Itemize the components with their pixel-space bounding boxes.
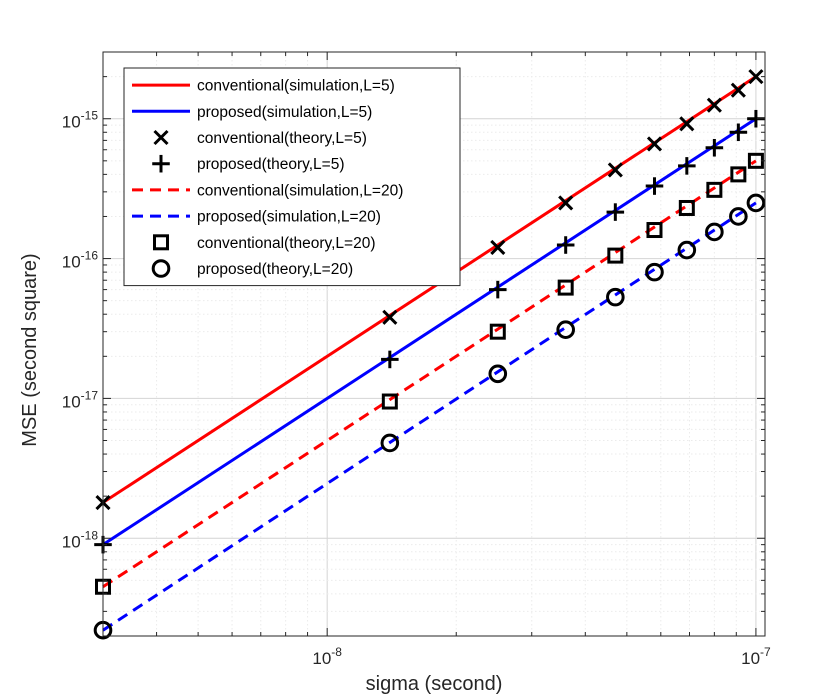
marker-stroke [748,69,764,85]
data-point [489,323,506,340]
data-point [490,239,506,256]
data-point [558,195,574,211]
data-point [730,82,746,98]
marker-stroke [679,116,695,132]
series-2 [102,117,757,546]
data-point [646,136,663,152]
series-8 [93,193,766,640]
data-point [729,123,748,142]
data-point [380,433,400,453]
data-point [678,157,696,175]
legend: conventional(simulation,L=5) proposed(sim… [123,67,461,287]
data-point [748,69,764,85]
marker-stroke [730,82,746,98]
legend-label: conventional(theory,L=5) [197,130,367,147]
marker-stroke [382,309,398,325]
legend-item: conventional(theory,L=20) [153,234,376,252]
data-point [381,393,398,410]
tick-marks [102,51,765,637]
data-point [746,193,766,213]
legend-label: proposed(theory,L=20) [197,261,353,278]
legend-label: proposed(simulation,L=20) [197,209,381,226]
y-axis-label: MSE (second square) [19,253,41,446]
x-axis-label: sigma (second) [366,673,503,695]
legend-marker [152,154,170,173]
data-point [556,320,575,339]
x-tick-label: 10-7 [741,645,771,668]
legend-item: proposed(theory,L=20) [151,259,353,278]
legend-item: conventional(theory,L=5) [153,129,367,147]
series-layer [93,69,766,640]
data-point [381,350,399,369]
data-point [706,97,722,113]
legend-marker [153,129,169,146]
axes-frame [102,51,766,637]
marker-stroke [558,195,574,211]
data-point [556,236,575,254]
tick-labels: 10-8 10-7 10-18 10-17 10-16 10-15 [62,109,771,668]
legend-label: proposed(simulation,L=5) [197,104,372,121]
legend-item: proposed(simulation,L=20) [132,209,381,226]
data-point [489,280,507,299]
data-point [606,287,625,307]
legend-marker [151,259,171,278]
data-point [678,199,695,216]
marker-stroke [706,97,722,113]
data-point [679,116,695,132]
y-tick-label: 10-15 [62,109,99,132]
data-point [606,203,625,221]
legend-item: conventional(simulation,L=20) [132,182,403,199]
data-point [705,222,724,242]
data-point [705,138,724,157]
data-point [645,262,664,282]
data-point [607,247,624,264]
data-point [488,364,508,384]
legend-marker [153,234,169,251]
legend-item: proposed(simulation,L=5) [132,104,372,121]
marker-stroke [607,162,623,178]
series-line [102,75,757,504]
data-point [607,162,623,178]
data-point [729,207,748,226]
data-point [646,222,663,239]
series-1 [102,75,757,504]
legend-box [123,67,461,287]
legend-label: conventional(theory,L=20) [197,235,376,252]
legend-item: proposed(theory,L=5) [152,154,345,173]
data-point [677,240,697,260]
legend-label: conventional(simulation,L=20) [197,182,403,199]
legend-label: proposed(theory,L=5) [197,156,345,173]
y-tick-label: 10-17 [62,388,99,411]
data-point [382,309,398,325]
marker-stroke [490,239,506,256]
data-point [706,181,723,198]
y-tick-label: 10-16 [62,249,99,272]
series-line [102,117,757,546]
data-point [730,166,747,183]
marker-stroke [646,136,663,152]
data-point [645,177,664,195]
legend-item: conventional(simulation,L=5) [132,78,395,95]
marker-stroke [153,129,169,146]
y-tick-label: 10-18 [62,528,99,551]
x-tick-label: 10-8 [312,645,342,668]
data-point [557,279,574,296]
legend-label: conventional(simulation,L=5) [197,78,395,95]
